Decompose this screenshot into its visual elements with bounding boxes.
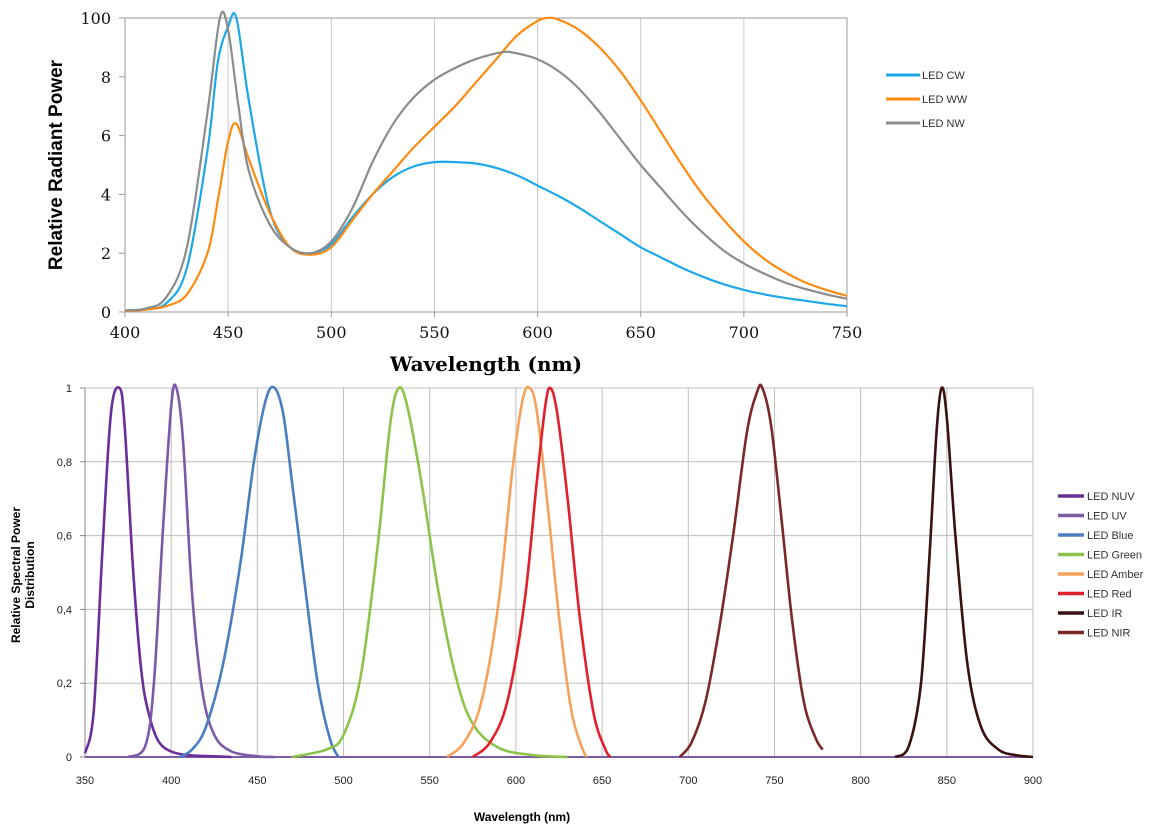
bottom-series-line-led-ir xyxy=(894,386,1034,759)
top-y-tick-label: 2 xyxy=(101,244,111,263)
bottom-x-tick-label: 500 xyxy=(334,775,352,787)
top-chart: 400 450 500 550 600 650 700 750 0 2 4 6 8 100 Wavele… xyxy=(46,9,968,376)
bottom-x-tick-label: 550 xyxy=(421,775,439,787)
bottom-x-tick-label: 350 xyxy=(76,775,94,787)
bottom-series-line-led-uv xyxy=(127,383,275,759)
bottom-x-tick-label: 700 xyxy=(679,775,697,787)
bottom-y-tick-label: 1 xyxy=(66,383,72,395)
top-x-tick-label: 750 xyxy=(832,323,863,342)
bottom-series-line-led-red xyxy=(471,386,612,759)
top-x-tick-label: 500 xyxy=(316,323,347,342)
bottom-x-tick-label: 900 xyxy=(1024,775,1042,787)
bottom-y-tick-label: 0,6 xyxy=(57,531,72,543)
top-x-axis-label: Wavelength (nm) xyxy=(389,352,582,376)
bottom-x-tick-label: 400 xyxy=(162,775,180,787)
top-y-tick-label: 100 xyxy=(80,9,111,28)
bottom-y-axis-label-line-1: Relative Spectral Power xyxy=(9,507,23,643)
bottom-series-line-led-nir xyxy=(678,383,824,758)
bottom-x-tick-label: 800 xyxy=(851,775,869,787)
bottom-series-line-led-blue xyxy=(179,385,340,759)
bottom-y-axis-label-group: Relative Spectral Power Distribution xyxy=(9,507,37,643)
bottom-y-tick-label: 0,4 xyxy=(57,604,72,616)
bottom-y-tick-label: 0,8 xyxy=(57,457,72,469)
top-plot-frame xyxy=(124,17,848,313)
bottom-legend-label: LED Green xyxy=(1087,550,1142,562)
bottom-legend-label: LED UV xyxy=(1087,511,1127,523)
top-series-line-led-nw xyxy=(124,10,848,312)
bottom-y-tick-label: 0,2 xyxy=(57,678,72,690)
bottom-chart: 350 400 450 500 550 600 650 700 750 800 850 900 0 0,… xyxy=(9,383,1144,824)
bottom-x-tick-labels: 350 400 450 500 550 600 650 700 750 800 850 900 xyxy=(76,775,1042,787)
bottom-x-tick-label: 650 xyxy=(593,775,611,787)
top-x-tick-label: 600 xyxy=(522,323,553,342)
top-y-tick-label: 0 xyxy=(101,303,111,322)
bottom-legend-label: LED Amber xyxy=(1087,569,1144,581)
top-x-tick-label: 400 xyxy=(110,323,141,342)
bottom-x-tick-label: 850 xyxy=(938,775,956,787)
bottom-legend-label: LED IR xyxy=(1087,608,1123,620)
top-legend: LED CW LED WW LED NW xyxy=(886,70,968,130)
bottom-x-axis-label: Wavelength (nm) xyxy=(474,810,570,824)
bottom-x-tick-label: 750 xyxy=(765,775,783,787)
top-grid xyxy=(119,17,848,317)
bottom-legend: LED NUV LED UV LED Blue LED Green LED Amber L… xyxy=(1058,491,1144,640)
bottom-series-line-led-green xyxy=(291,385,568,759)
bottom-series-line-led-amber xyxy=(446,385,588,759)
top-legend-label: LED WW xyxy=(922,94,968,106)
top-x-tick-label: 650 xyxy=(625,323,656,342)
bottom-x-tick-label: 600 xyxy=(507,775,525,787)
bottom-series xyxy=(83,383,1034,759)
bottom-y-tick-labels: 0 0,2 0,4 0,6 0,8 1 xyxy=(57,383,72,764)
top-x-tick-labels: 400 450 500 550 600 650 700 750 xyxy=(110,323,863,342)
top-series-line-led-ww xyxy=(124,16,848,313)
bottom-y-tick-label: 0 xyxy=(66,752,72,764)
bottom-legend-label: LED Red xyxy=(1087,589,1132,601)
top-y-tick-label: 4 xyxy=(101,185,111,204)
top-y-tick-label: 8 xyxy=(101,68,111,87)
top-y-tick-label: 6 xyxy=(101,127,111,146)
bottom-y-axis-label-line-2: Distribution xyxy=(23,541,37,608)
bottom-legend-label: LED NIR xyxy=(1087,628,1130,640)
bottom-legend-label: LED NUV xyxy=(1087,491,1135,503)
top-y-axis-label: Relative Radiant Power xyxy=(46,59,67,270)
bottom-x-tick-label: 450 xyxy=(248,775,266,787)
top-legend-label: LED CW xyxy=(922,70,965,82)
bottom-legend-label: LED Blue xyxy=(1087,530,1133,542)
top-y-tick-labels: 0 2 4 6 8 100 xyxy=(80,9,111,322)
bottom-series-line-led-nuv xyxy=(83,386,232,759)
top-x-tick-label: 700 xyxy=(729,323,760,342)
top-legend-label: LED NW xyxy=(922,118,965,130)
bottom-grid xyxy=(80,387,1034,758)
top-x-tick-label: 550 xyxy=(419,323,450,342)
top-series xyxy=(124,10,848,313)
top-x-tick-label: 450 xyxy=(213,323,244,342)
